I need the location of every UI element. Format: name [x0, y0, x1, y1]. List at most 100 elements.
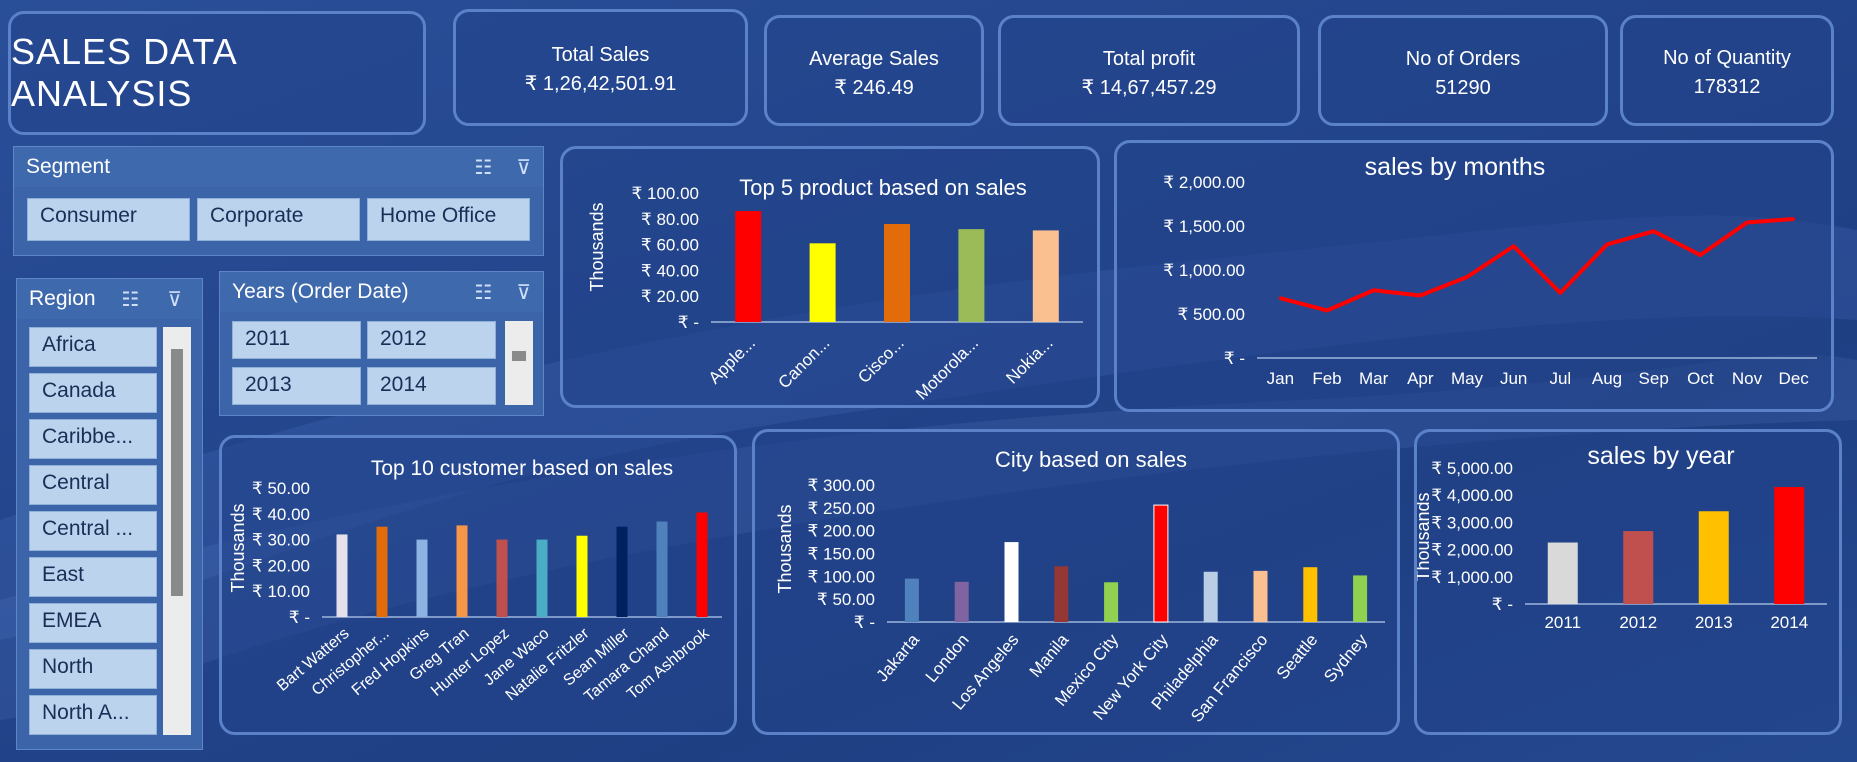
slicer-item-region[interactable]: North A...	[29, 695, 157, 735]
dashboard-title-panel: SALES DATA ANALYSIS	[8, 11, 426, 135]
top5-chart-svg: Top 5 product based on sales Thousands ₹ -…	[587, 175, 1083, 404]
bar	[954, 581, 969, 622]
slicer-item-region[interactable]: EMEA	[29, 603, 157, 643]
slicer-item-region[interactable]: Canada	[29, 373, 157, 413]
x-tick-label: London	[922, 630, 973, 686]
y-tick-label: ₹ 40.00	[641, 261, 699, 280]
multi-select-icon[interactable]: ☷	[474, 157, 493, 179]
slicer-item-region[interactable]: East	[29, 557, 157, 597]
years-slicer: Years (Order Date) ☷ ⊽ 2011 2012 2013 20…	[219, 271, 544, 416]
y-tick-label: ₹ 1,500.00	[1163, 217, 1245, 236]
kpi-label: No of Quantity	[1663, 47, 1791, 69]
slicer-item-region[interactable]: North	[29, 649, 157, 689]
bar	[336, 534, 348, 617]
months-chart-svg: sales by months ₹ - ₹ 500.00 ₹ 1,000.00 ₹ 1,…	[1163, 153, 1817, 388]
bar	[696, 512, 708, 617]
line-point	[1418, 294, 1422, 298]
scrollbar-thumb[interactable]	[512, 351, 526, 361]
slicer-item-home-office[interactable]: Home Office	[367, 198, 530, 241]
slicer-item-year[interactable]: 2014	[367, 367, 496, 405]
slicer-title: Segment	[26, 155, 111, 178]
bar	[904, 578, 919, 622]
y-tick-label: ₹ 50.00	[817, 590, 875, 609]
bar	[1547, 542, 1578, 604]
sales-by-year-chart: sales by year Thousands ₹ - ₹ 1,000.00 ₹ 2,0…	[1414, 429, 1842, 735]
customers-chart-svg: Top 10 customer based on salesThousands₹…	[228, 457, 722, 706]
clear-filter-icon[interactable]: ⊽	[516, 282, 531, 304]
kpi-value: ₹ 246.49	[834, 77, 914, 99]
slicer-header: Region ☷ ⊽	[17, 279, 202, 319]
bar	[376, 526, 388, 617]
slicer-title: Years (Order Date)	[232, 280, 409, 303]
scrollbar-thumb[interactable]	[171, 349, 183, 596]
x-tick-label: Dec	[1779, 369, 1810, 388]
multi-select-icon[interactable]: ☷	[121, 289, 140, 311]
kpi-no-of-orders: No of Orders 51290	[1318, 15, 1608, 126]
x-tick-label: 2013	[1695, 613, 1733, 632]
sales-line-series	[1279, 216, 1794, 313]
y-tick-label: ₹ 40.00	[252, 505, 310, 524]
kpi-label: No of Orders	[1405, 48, 1521, 70]
line-point	[1558, 291, 1562, 295]
line-point	[1605, 242, 1609, 246]
bar	[1253, 570, 1268, 622]
slicer-item-region[interactable]: Africa	[29, 327, 157, 367]
line-point	[1792, 217, 1796, 221]
slicer-item-region[interactable]: Central	[29, 465, 157, 505]
slicer-item-year[interactable]: 2012	[367, 321, 496, 359]
bar	[809, 243, 836, 322]
x-tick-label: Sep	[1639, 369, 1669, 388]
x-tick-label: Apple...	[705, 333, 759, 387]
x-tick-label: Aug	[1592, 369, 1622, 388]
x-tick-label: Mar	[1359, 369, 1389, 388]
years-chart-svg: sales by year Thousands ₹ - ₹ 1,000.00 ₹ 2,0…	[1417, 442, 1827, 632]
slicer-item-consumer[interactable]: Consumer	[27, 198, 190, 241]
y-tick-label: ₹ 10.00	[252, 582, 310, 601]
line-point	[1372, 288, 1376, 292]
kpi-label: Total profit	[1102, 48, 1196, 70]
y-tick-label: ₹ 30.00	[252, 531, 310, 550]
line-point	[1652, 229, 1656, 233]
clear-filter-icon[interactable]: ⊽	[516, 157, 531, 179]
y-tick-label: ₹ 100.00	[631, 184, 699, 203]
x-tick-label: Manila	[1026, 630, 1073, 681]
line-point	[1465, 275, 1469, 279]
y-tick-label: ₹ 2,000.00	[1431, 541, 1513, 560]
y-tick-label: ₹ 150.00	[807, 545, 875, 564]
clear-filter-icon[interactable]: ⊽	[167, 289, 182, 311]
kpi-value: 178312	[1693, 76, 1761, 98]
line-point	[1512, 244, 1516, 248]
x-tick-label: Jul	[1549, 369, 1571, 388]
slicer-item-region[interactable]: Caribbe...	[29, 419, 157, 459]
region-scrollbar[interactable]	[163, 327, 191, 735]
slicer-item-corporate[interactable]: Corporate	[197, 198, 360, 241]
line-point	[1698, 253, 1702, 257]
chart-title: sales by months	[1365, 153, 1546, 181]
dashboard-title: SALES DATA ANALYSIS	[11, 31, 236, 114]
y-tick-label: ₹ 250.00	[807, 499, 875, 518]
slicer-title: Region	[29, 287, 96, 310]
y-tick-label: ₹ 200.00	[807, 522, 875, 541]
slicer-item-year[interactable]: 2013	[232, 367, 361, 405]
bar	[1004, 542, 1019, 622]
bar	[1698, 511, 1729, 604]
bar	[1032, 230, 1059, 322]
y-axis-label: Thousands	[587, 202, 607, 291]
y-tick-label: ₹ -	[1492, 595, 1513, 614]
bar	[496, 539, 508, 617]
slicer-item-region[interactable]: Central ...	[29, 511, 157, 551]
bar	[456, 525, 468, 617]
sales-by-months-chart: sales by months ₹ - ₹ 500.00 ₹ 1,000.00 ₹ 1,…	[1114, 140, 1834, 412]
kpi-value: ₹ 1,26,42,501.91	[524, 73, 677, 95]
bar	[1623, 531, 1654, 604]
years-scrollbar[interactable]	[505, 321, 533, 405]
x-tick-label: Sydney	[1320, 630, 1371, 686]
x-tick-label: Jakarta	[873, 630, 924, 685]
x-tick-label: May	[1451, 369, 1484, 388]
multi-select-icon[interactable]: ☷	[474, 282, 493, 304]
slicer-item-year[interactable]: 2011	[232, 321, 361, 359]
bar	[416, 539, 428, 617]
y-axis-label: Thousands	[775, 504, 795, 593]
x-tick-label: Apr	[1407, 369, 1434, 388]
y-tick-label: ₹ 80.00	[641, 210, 699, 229]
